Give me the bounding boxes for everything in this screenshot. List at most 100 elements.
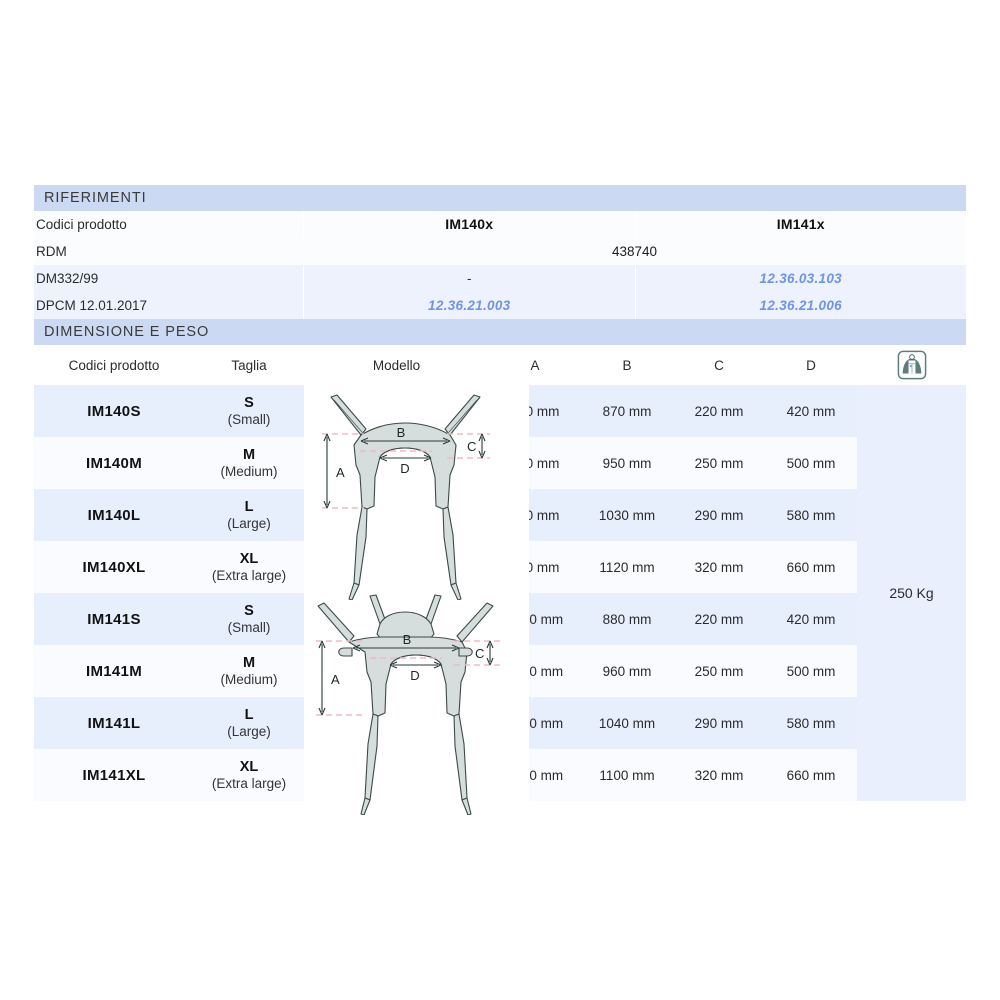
measure-d: 660 mm	[786, 767, 836, 783]
measure-c: 220 mm	[694, 403, 744, 419]
ref-value-im140x: IM140x	[303, 211, 635, 238]
size-full: (Large)	[227, 723, 271, 739]
measure-d: 660 mm	[786, 559, 836, 575]
table-row[interactable]: IM141L L (Large) 1350 mm 1040 mm 290 mm …	[34, 697, 966, 749]
size-cell: M (Medium)	[194, 446, 304, 481]
size-full: (Extra large)	[211, 775, 287, 791]
column-header-taglia: Taglia	[231, 357, 267, 373]
table-row[interactable]: IM140XL XL (Extra large) 950 mm 1120 mm …	[34, 541, 966, 593]
ref-row-codici-prodotto: Codici prodotto IM140x IM141x	[34, 211, 966, 238]
size-cell: L (Large)	[194, 498, 304, 533]
size-abbr: L	[244, 498, 254, 515]
section-header-riferimenti: RIFERIMENTI	[34, 185, 966, 211]
size-full: (Medium)	[220, 463, 278, 479]
ref-label: Codici prodotto	[36, 217, 127, 232]
measure-c: 320 mm	[694, 767, 744, 783]
measure-b: 1030 mm	[598, 507, 656, 523]
table-row[interactable]: IM140M M (Medium) 870 mm 950 mm 250 mm 5…	[34, 437, 966, 489]
column-header-a: A	[530, 357, 540, 373]
measure-c: 290 mm	[694, 715, 744, 731]
ref-value-dm332-im140: -	[303, 265, 635, 292]
measure-a: 870 mm	[510, 455, 560, 471]
measure-b: 960 mm	[602, 663, 652, 679]
measure-b: 1120 mm	[599, 559, 655, 575]
size-abbr: XL	[239, 550, 259, 567]
table-row[interactable]: IM141S S (Small) 1230 mm 880 mm 220 mm 4…	[34, 593, 966, 645]
measure-b: 880 mm	[602, 611, 652, 627]
dimensions-table-body: A B C D	[34, 385, 966, 815]
measure-b: 870 mm	[602, 403, 652, 419]
ref-value-im141x: IM141x	[634, 211, 967, 238]
column-header-b: B	[622, 357, 632, 373]
size-abbr: S	[244, 394, 254, 411]
measure-d: 500 mm	[786, 455, 836, 471]
size-cell: XL (Extra large)	[194, 550, 304, 585]
ref-row-dpcm: DPCM 12.01.2017 12.36.21.003 12.36.21.00…	[34, 292, 966, 319]
size-cell: S (Small)	[194, 602, 304, 637]
size-cell: S (Small)	[194, 394, 304, 429]
ref-label: DM332/99	[36, 271, 99, 286]
size-full: (Small)	[227, 619, 271, 635]
column-header-weight-capacity	[857, 350, 966, 380]
product-code: IM140M	[86, 454, 142, 472]
measure-d: 500 mm	[786, 663, 836, 679]
size-abbr: L	[244, 706, 254, 723]
size-full: (Small)	[227, 411, 271, 427]
specification-table: RIFERIMENTI Codici prodotto IM140x IM141…	[34, 185, 966, 815]
measure-c: 250 mm	[694, 663, 744, 679]
product-code: IM140S	[87, 402, 141, 420]
measure-d: 420 mm	[786, 403, 836, 419]
ref-value-dpcm-im140: 12.36.21.003	[303, 292, 635, 319]
measure-c: 220 mm	[694, 611, 744, 627]
product-code: IM140XL	[82, 558, 146, 576]
measure-d: 420 mm	[786, 611, 836, 627]
ref-value-dpcm-im141: 12.36.21.006	[634, 292, 967, 319]
column-header-d: D	[806, 357, 816, 373]
product-code: IM140L	[87, 506, 141, 524]
measure-b: 1100 mm	[599, 767, 655, 783]
product-code: IM141XL	[82, 766, 146, 784]
table-row[interactable]: IM140L L (Large) 900 mm 1030 mm 290 mm 5…	[34, 489, 966, 541]
product-code: IM141M	[86, 662, 142, 680]
size-abbr: S	[244, 602, 254, 619]
column-header-codici-prodotto: Codici prodotto	[68, 357, 160, 373]
ref-value-dm332-im141: 12.36.03.103	[634, 265, 967, 292]
measure-a: 830 mm	[510, 403, 560, 419]
measure-c: 320 mm	[694, 559, 744, 575]
column-header-modello: Modello	[372, 357, 421, 373]
measure-d: 580 mm	[786, 715, 836, 731]
measure-d: 580 mm	[786, 507, 836, 523]
size-abbr: M	[242, 446, 256, 463]
section-header-dimensione-e-peso: DIMENSIONE E PESO	[34, 319, 966, 345]
size-full: (Large)	[227, 515, 271, 531]
product-code: IM141S	[87, 610, 141, 628]
measure-a: 1400 mm	[506, 767, 564, 783]
table-row[interactable]: IM141XL XL (Extra large) 1400 mm 1100 mm…	[34, 749, 966, 801]
size-full: (Medium)	[220, 671, 278, 687]
patient-load-capacity-icon	[897, 350, 927, 380]
measure-b: 950 mm	[602, 455, 652, 471]
measure-b: 1040 mm	[598, 715, 656, 731]
measure-c: 250 mm	[694, 455, 744, 471]
measure-a: 900 mm	[510, 507, 560, 523]
ref-label: RDM	[36, 244, 67, 259]
column-header-c: C	[714, 357, 724, 373]
size-cell: XL (Extra large)	[194, 758, 304, 793]
ref-label: DPCM 12.01.2017	[36, 298, 148, 313]
measure-c: 290 mm	[694, 507, 744, 523]
size-abbr: XL	[239, 758, 259, 775]
product-code: IM141L	[87, 714, 141, 732]
dimensions-table-header: Codici prodotto Taglia Modello A B C D	[34, 345, 966, 385]
measure-a: 1300 mm	[506, 663, 564, 679]
table-row[interactable]: IM141M M (Medium) 1300 mm 960 mm 250 mm …	[34, 645, 966, 697]
size-abbr: M	[242, 654, 256, 671]
table-row[interactable]: IM140S S (Small) 830 mm 870 mm 220 mm 42…	[34, 385, 966, 437]
measure-a: 1230 mm	[506, 611, 564, 627]
measure-a: 950 mm	[510, 559, 560, 575]
size-cell: L (Large)	[194, 706, 304, 741]
ref-value-rdm: 438740	[611, 244, 658, 259]
size-full: (Extra large)	[211, 567, 287, 583]
ref-row-rdm: RDM 438740	[34, 238, 966, 265]
size-cell: M (Medium)	[194, 654, 304, 689]
ref-row-dm332-99: DM332/99 - 12.36.03.103	[34, 265, 966, 292]
